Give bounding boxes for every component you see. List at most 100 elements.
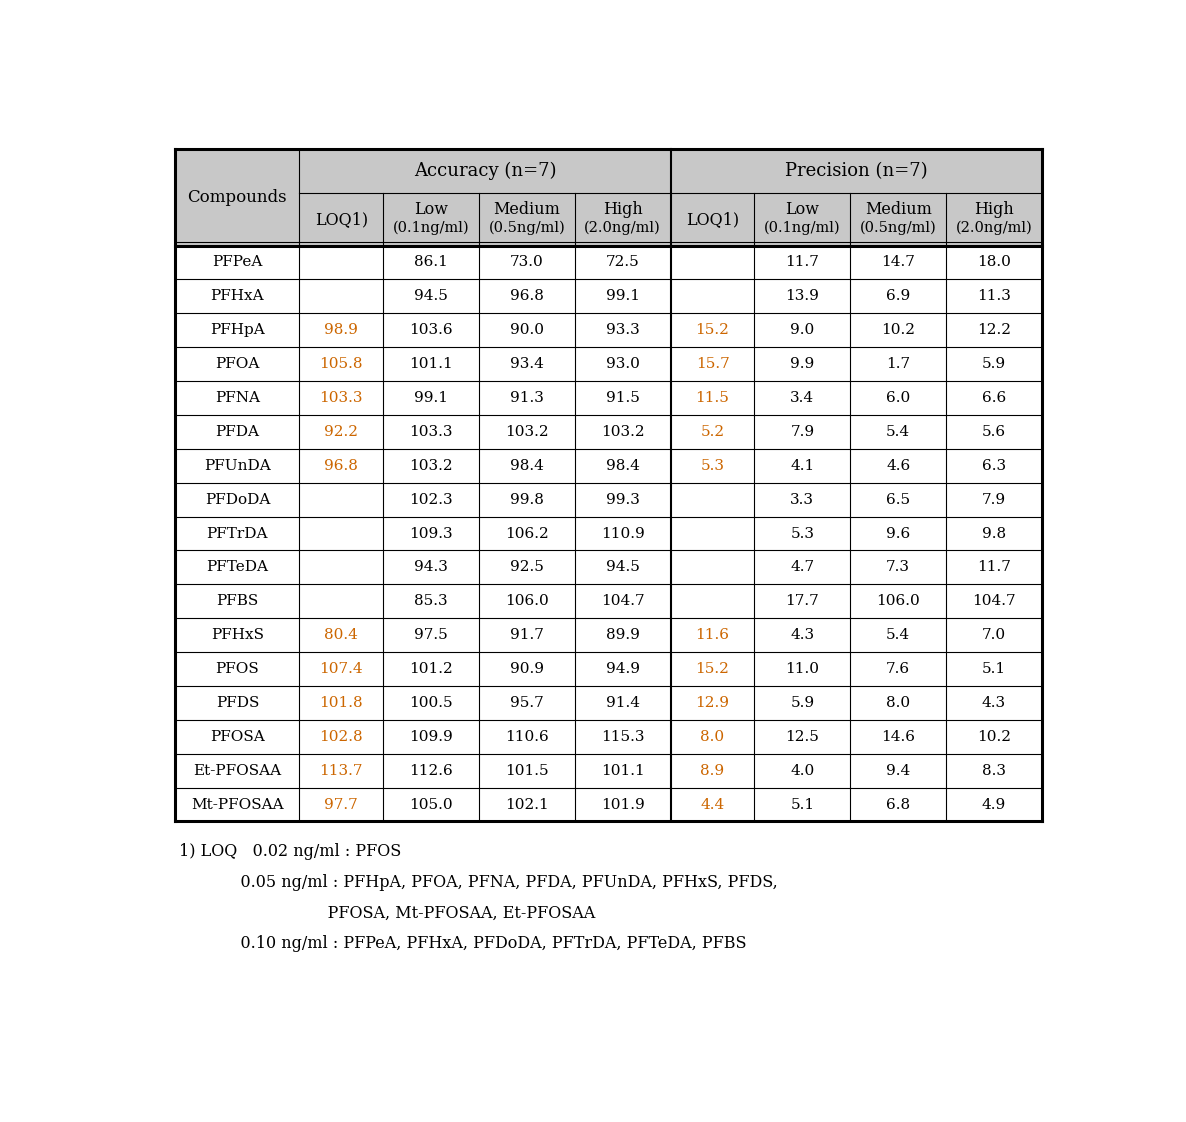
Text: LOQ1): LOQ1) — [686, 211, 739, 228]
Text: 3.3: 3.3 — [790, 493, 815, 507]
Text: 11.7: 11.7 — [977, 560, 1010, 574]
Text: PFBS: PFBS — [216, 595, 259, 608]
Text: 93.3: 93.3 — [606, 323, 639, 338]
Text: 99.1: 99.1 — [414, 390, 448, 405]
Text: 9.6: 9.6 — [886, 526, 910, 541]
Text: (0.5ng/ml): (0.5ng/ml) — [860, 221, 937, 234]
Text: PFDoDA: PFDoDA — [205, 493, 270, 507]
Text: PFUnDA: PFUnDA — [204, 459, 270, 472]
Text: 5.3: 5.3 — [790, 526, 815, 541]
Text: 15.2: 15.2 — [695, 323, 729, 338]
Text: 4.3: 4.3 — [790, 628, 815, 642]
Text: (2.0ng/ml): (2.0ng/ml) — [585, 221, 661, 234]
Text: 103.2: 103.2 — [409, 459, 453, 472]
Text: 11.0: 11.0 — [785, 662, 820, 677]
Text: 106.0: 106.0 — [876, 595, 920, 608]
Text: 103.2: 103.2 — [505, 425, 549, 439]
Text: 7.9: 7.9 — [790, 425, 815, 439]
Text: 6.6: 6.6 — [982, 390, 1006, 405]
Text: 5.2: 5.2 — [701, 425, 725, 439]
Text: PFOS: PFOS — [216, 662, 260, 677]
Text: 12.9: 12.9 — [695, 696, 729, 710]
Text: 4.3: 4.3 — [982, 696, 1006, 710]
Text: 85.3: 85.3 — [414, 595, 448, 608]
Text: (0.5ng/ml): (0.5ng/ml) — [489, 221, 566, 234]
Text: 96.8: 96.8 — [510, 289, 544, 303]
Text: 17.7: 17.7 — [785, 595, 820, 608]
Text: 92.5: 92.5 — [510, 560, 544, 574]
Text: 97.5: 97.5 — [414, 628, 448, 642]
Text: 11.6: 11.6 — [695, 628, 729, 642]
Text: 102.8: 102.8 — [319, 729, 363, 744]
Text: 106.2: 106.2 — [505, 526, 549, 541]
Text: 96.8: 96.8 — [325, 459, 358, 472]
Text: 91.7: 91.7 — [510, 628, 544, 642]
Text: 109.3: 109.3 — [409, 526, 453, 541]
Text: 14.7: 14.7 — [881, 256, 916, 269]
Text: 89.9: 89.9 — [606, 628, 639, 642]
Text: 12.5: 12.5 — [785, 729, 820, 744]
Text: 99.1: 99.1 — [606, 289, 639, 303]
Text: PFDS: PFDS — [216, 696, 259, 710]
Text: 110.9: 110.9 — [601, 526, 644, 541]
Text: 91.4: 91.4 — [606, 696, 639, 710]
Text: 98.4: 98.4 — [510, 459, 544, 472]
Text: 5.4: 5.4 — [886, 628, 910, 642]
Text: 105.8: 105.8 — [319, 357, 363, 371]
Text: 73.0: 73.0 — [510, 256, 544, 269]
Text: 100.5: 100.5 — [409, 696, 453, 710]
Text: 113.7: 113.7 — [319, 764, 363, 778]
Text: 8.3: 8.3 — [982, 764, 1006, 778]
Text: 92.2: 92.2 — [324, 425, 358, 439]
Text: 11.7: 11.7 — [785, 256, 820, 269]
Text: 101.1: 101.1 — [409, 357, 453, 371]
Text: 8.0: 8.0 — [886, 696, 910, 710]
Text: 94.5: 94.5 — [606, 560, 639, 574]
Text: 104.7: 104.7 — [601, 595, 644, 608]
Text: 103.3: 103.3 — [319, 390, 363, 405]
Text: PFTeDA: PFTeDA — [206, 560, 268, 574]
Text: 115.3: 115.3 — [601, 729, 644, 744]
Bar — [176, 148, 1041, 246]
Text: High: High — [974, 202, 1014, 219]
Text: 103.2: 103.2 — [601, 425, 644, 439]
Text: 6.9: 6.9 — [886, 289, 910, 303]
Text: PFNA: PFNA — [215, 390, 260, 405]
Text: 7.3: 7.3 — [886, 560, 910, 574]
Text: 9.0: 9.0 — [790, 323, 815, 338]
Text: 7.0: 7.0 — [982, 628, 1006, 642]
Text: 5.9: 5.9 — [790, 696, 815, 710]
Text: 90.9: 90.9 — [510, 662, 544, 677]
Text: 9.4: 9.4 — [886, 764, 910, 778]
Text: 110.6: 110.6 — [505, 729, 549, 744]
Text: 101.9: 101.9 — [601, 798, 644, 811]
Text: 107.4: 107.4 — [319, 662, 363, 677]
Text: 6.8: 6.8 — [886, 798, 910, 811]
Text: Compounds: Compounds — [187, 188, 287, 205]
Text: 8.9: 8.9 — [701, 764, 725, 778]
Text: 93.0: 93.0 — [606, 357, 639, 371]
Text: PFTrDA: PFTrDA — [206, 526, 268, 541]
Text: Low: Low — [785, 202, 820, 219]
Text: 18.0: 18.0 — [977, 256, 1010, 269]
Text: 7.9: 7.9 — [982, 493, 1006, 507]
Text: 90.0: 90.0 — [510, 323, 544, 338]
Text: (0.1ng/ml): (0.1ng/ml) — [764, 221, 841, 234]
Text: 103.3: 103.3 — [409, 425, 453, 439]
Text: High: High — [602, 202, 643, 219]
Text: 3.4: 3.4 — [790, 390, 815, 405]
Text: 6.3: 6.3 — [982, 459, 1006, 472]
Text: 11.3: 11.3 — [977, 289, 1010, 303]
Text: 8.0: 8.0 — [701, 729, 725, 744]
Text: 94.5: 94.5 — [414, 289, 448, 303]
Text: 12.2: 12.2 — [977, 323, 1010, 338]
Text: 5.4: 5.4 — [886, 425, 910, 439]
Text: PFOSA: PFOSA — [210, 729, 264, 744]
Text: Accuracy (n=7): Accuracy (n=7) — [414, 162, 556, 180]
Text: 101.5: 101.5 — [505, 764, 549, 778]
Text: 101.1: 101.1 — [601, 764, 644, 778]
Text: Precision (n=7): Precision (n=7) — [785, 162, 927, 180]
Text: 101.8: 101.8 — [319, 696, 363, 710]
Text: 91.3: 91.3 — [510, 390, 544, 405]
Text: Et-PFOSAA: Et-PFOSAA — [193, 764, 281, 778]
